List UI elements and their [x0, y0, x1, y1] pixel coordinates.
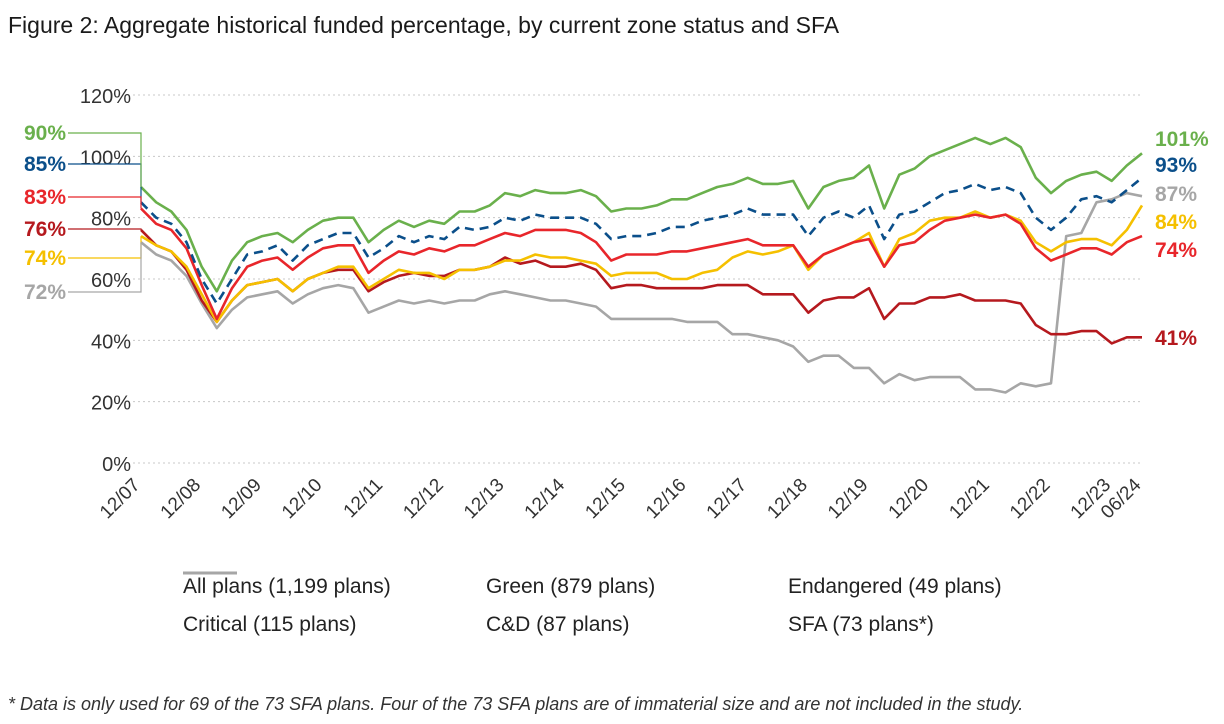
legend-label-endangered: Endangered (49 plans): [788, 575, 1002, 598]
x-tick-label: 12/16: [642, 475, 690, 523]
end-value-label: 84%: [1155, 211, 1197, 234]
leader-line: [68, 132, 142, 187]
end-value-label: 74%: [1155, 239, 1197, 262]
y-tick-label: 20%: [91, 393, 131, 415]
x-tick-label: 12/17: [703, 475, 751, 523]
y-tick-label: 120%: [80, 86, 131, 108]
series-line: [140, 207, 1143, 321]
legend-swatch-sfa: [183, 571, 237, 575]
start-value-label: 83%: [24, 186, 66, 209]
start-value-label: 74%: [24, 247, 66, 270]
x-tick-label: 12/10: [278, 475, 326, 523]
leader-line: [68, 196, 142, 209]
leader-line: [68, 242, 142, 293]
x-tick-label: 12/12: [399, 475, 447, 523]
x-tick-label: 12/08: [157, 475, 205, 523]
footnote: * Data is only used for 69 of the 73 SFA…: [8, 694, 1024, 714]
series-line: [140, 176, 1143, 305]
legend-label-cd: C&D (87 plans): [486, 613, 630, 636]
x-tick-label: 12/11: [340, 475, 387, 522]
x-tick-label: 12/18: [763, 475, 811, 523]
start-value-label: 90%: [24, 122, 66, 145]
x-tick-label: 12/09: [217, 475, 265, 523]
legend-item-sfa: SFA (73 plans*): [183, 571, 934, 637]
y-tick-label: 100%: [80, 147, 131, 169]
x-tick-label: 12/15: [581, 475, 629, 523]
leader-line: [68, 228, 142, 230]
legend-item-critical: Critical (115 plans): [183, 571, 486, 637]
end-value-label: 101%: [1155, 128, 1209, 151]
x-tick-label: 12/14: [521, 474, 570, 523]
y-tick-label: 60%: [91, 270, 131, 292]
x-tick-label: 12/22: [1006, 475, 1054, 523]
y-tick-label: 80%: [91, 209, 131, 231]
chart-legend: All plans (1,199 plans) Green (879 plans…: [183, 568, 1123, 644]
start-value-label: 76%: [24, 218, 66, 241]
end-value-label: 87%: [1155, 183, 1197, 206]
x-tick-label: 12/07: [96, 475, 144, 523]
leader-line: [68, 236, 142, 259]
series-line: [140, 191, 1143, 394]
legend-item-green: Green (879 plans): [183, 571, 788, 599]
start-value-label: 85%: [24, 153, 66, 176]
end-value-label: 41%: [1155, 327, 1197, 350]
x-tick-label: 12/19: [824, 475, 872, 523]
chart-title: Figure 2: Aggregate historical funded pe…: [8, 12, 840, 38]
legend-label-critical: Critical (115 plans): [183, 613, 357, 636]
legend-label-green: Green (879 plans): [486, 575, 656, 598]
start-value-label: 72%: [24, 281, 66, 304]
y-tick-label: 0%: [102, 454, 131, 476]
legend-label-all-plans: All plans (1,199 plans): [183, 575, 391, 598]
x-tick-label: 12/20: [885, 475, 933, 523]
legend-label-sfa: SFA (73 plans*): [788, 613, 934, 636]
x-tick-label: 12/13: [460, 475, 508, 523]
legend-item-endangered: Endangered (49 plans): [183, 571, 1002, 599]
series-line: [140, 228, 1142, 345]
series-line: [140, 136, 1143, 293]
x-tick-label: 12/21: [945, 475, 993, 523]
legend-item-cd: C&D (87 plans): [183, 571, 788, 637]
end-value-label: 93%: [1155, 154, 1197, 177]
y-tick-label: 40%: [91, 331, 131, 353]
legend-item-all-plans: All plans (1,199 plans): [183, 571, 486, 599]
series-line: [140, 204, 1144, 324]
